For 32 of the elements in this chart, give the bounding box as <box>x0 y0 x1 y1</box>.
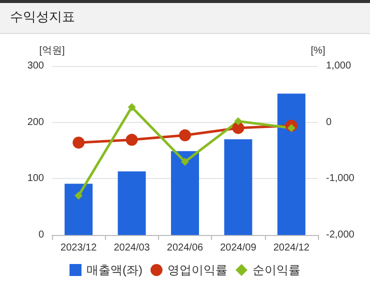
point <box>126 134 138 146</box>
y2-axis-title: [%] <box>310 46 326 56</box>
point <box>72 136 85 149</box>
bar <box>171 151 199 235</box>
y2-tick-label: 0 <box>326 116 332 128</box>
x-tick-label: 2024/09 <box>220 242 257 254</box>
x-tick-label: 2024/12 <box>273 242 310 254</box>
y-tick-label: 0 <box>38 230 44 240</box>
x-tick-label: 2023/12 <box>60 242 98 254</box>
bar <box>64 184 93 235</box>
point <box>181 158 189 166</box>
point <box>128 103 136 112</box>
point <box>234 117 242 126</box>
bar <box>224 139 252 235</box>
legend-label: 영업이익률 <box>167 263 228 277</box>
point <box>74 192 83 200</box>
y2-tick-label: -2,000 <box>326 230 355 240</box>
point <box>232 122 244 134</box>
bar <box>118 171 146 235</box>
x-tick-label: 2024/06 <box>166 242 204 254</box>
y2-tick-label: -1,000 <box>326 173 355 184</box>
point <box>179 129 191 142</box>
y-tick-label: 100 <box>27 173 44 184</box>
y-tick-label: 200 <box>27 116 44 128</box>
y-tick-label: 300 <box>27 60 44 72</box>
bar <box>277 94 306 235</box>
chart-title: 수익성지표 <box>0 0 370 34</box>
x-tick-label: 2024/03 <box>114 242 150 254</box>
legend-label: 순이익률 <box>252 263 300 277</box>
legend-label: 매출액(좌) <box>86 263 143 277</box>
y2-tick-label: 1,000 <box>326 60 352 72</box>
y-axis-title: [억원] <box>39 46 65 56</box>
